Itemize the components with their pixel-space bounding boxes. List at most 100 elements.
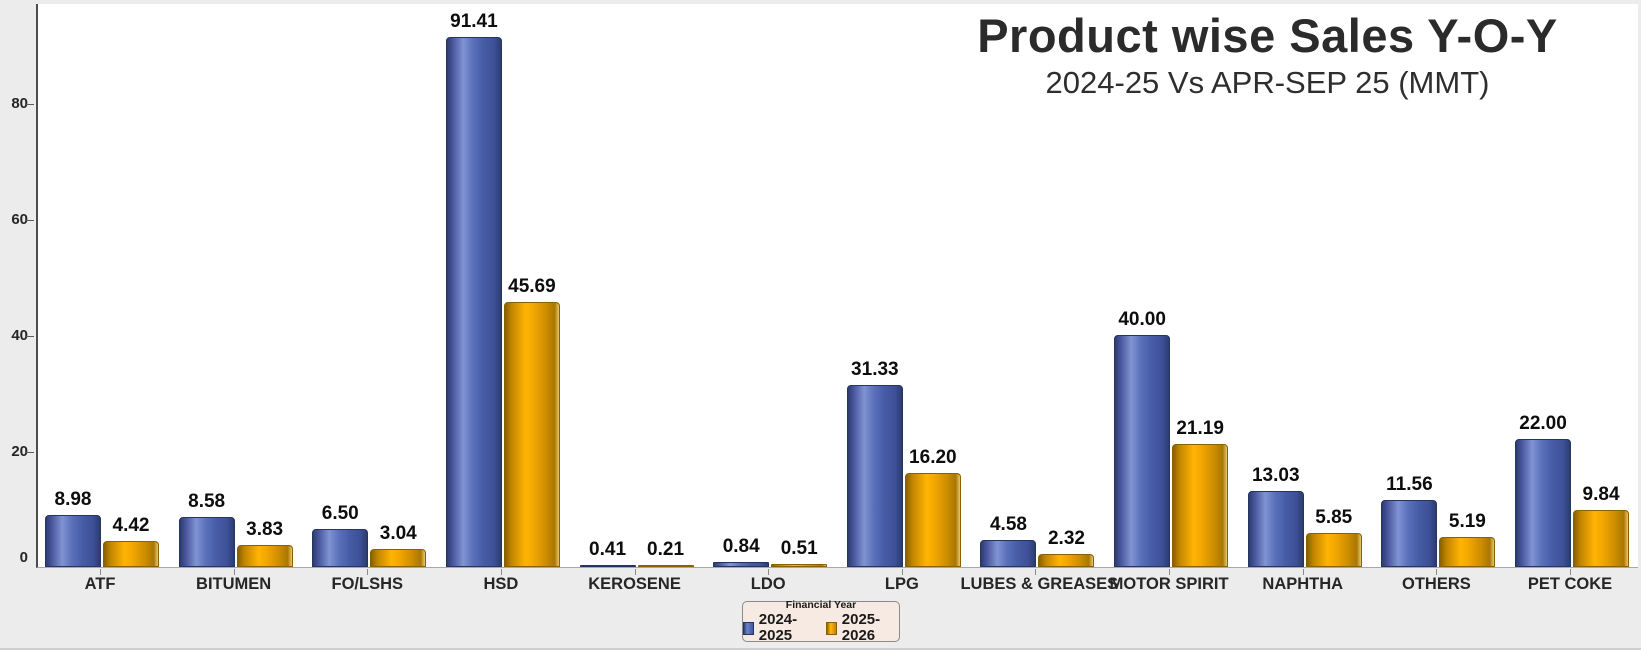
x-axis-label-atf: ATF	[84, 575, 116, 593]
value-label-2025-2026-fo-lshs: 3.04	[379, 523, 417, 545]
legend-swatch-gold-icon	[826, 621, 837, 635]
x-axis-label-motor-spirit: MOTOR SPIRIT	[1109, 575, 1229, 593]
bar-2025-2026-atf	[103, 541, 159, 567]
y-axis-label-20: 20	[11, 443, 28, 460]
bar-2025-2026-others	[1439, 536, 1496, 567]
bar-2025-2026-lpg	[904, 473, 961, 567]
x-axis-tick	[1436, 569, 1438, 575]
legend-entry-2024-2025: 2024-2025	[743, 612, 816, 644]
bar-2025-2026-kerosene	[637, 565, 694, 567]
x-axis-label-lubes-greases: LUBES & GREASES	[960, 575, 1119, 593]
value-label-2024-2025-naphtha: 13.03	[1251, 465, 1300, 487]
x-axis-label-bitumen: BITUMEN	[196, 575, 272, 593]
bar-2025-2026-motor-spirit	[1172, 444, 1229, 567]
bottom-divider	[0, 648, 1641, 650]
value-label-2024-2025-ldo: 0.84	[722, 536, 760, 558]
category-group-kerosene: 0.41 0.21	[579, 4, 695, 567]
bar-2024-2025-lubes-greases	[980, 540, 1037, 567]
x-axis-label-lpg: LPG	[884, 575, 919, 593]
value-label-2025-2026-lubes-greases: 2.32	[1047, 527, 1085, 549]
bar-2025-2026-hsd	[503, 302, 560, 567]
bar-2024-2025-hsd	[445, 36, 502, 567]
y-axis-tick	[26, 336, 34, 337]
value-label-2024-2025-others: 11.56	[1386, 473, 1433, 495]
category-group-pet-coke: 22.00 9.84	[1514, 4, 1630, 567]
bar-2025-2026-bitumen	[236, 544, 293, 567]
bar-2025-2026-ldo	[771, 564, 828, 567]
category-group-fo-lshs: 6.50 3.04	[311, 4, 427, 567]
category-group-naphtha: 13.03 5.85	[1247, 4, 1363, 567]
value-label-2025-2026-motor-spirit: 21.19	[1176, 418, 1224, 440]
bar-2024-2025-kerosene	[579, 564, 636, 567]
bar-2025-2026-fo-lshs	[370, 549, 427, 567]
value-label-2025-2026-hsd: 45.69	[508, 276, 556, 297]
y-axis-tick	[26, 220, 34, 221]
y-axis-label-0: 0	[19, 549, 28, 566]
bar-2025-2026-lubes-greases	[1038, 553, 1095, 567]
y-axis-tick	[26, 452, 34, 453]
category-group-motor-spirit: 40.00 21.19	[1113, 4, 1229, 567]
value-label-2024-2025-kerosene: 0.41	[589, 538, 627, 560]
x-axis-tick	[1570, 569, 1572, 575]
category-group-lpg: 31.33 16.20	[846, 4, 962, 567]
bar-2024-2025-pet-coke	[1515, 439, 1572, 567]
x-axis-tick	[1169, 569, 1171, 575]
bar-2024-2025-atf	[45, 514, 101, 567]
x-axis-tick	[634, 569, 636, 575]
y-axis-label-40: 40	[11, 327, 28, 344]
bar-2024-2025-ldo	[713, 562, 770, 567]
bar-2025-2026-pet-coke	[1573, 509, 1630, 567]
y-axis-tick	[26, 104, 34, 105]
legend-row: 2024-2025 2025-2026	[743, 612, 899, 644]
value-label-2025-2026-pet-coke: 9.84	[1582, 483, 1620, 505]
x-axis-tick	[367, 569, 369, 575]
value-label-2025-2026-atf: 4.42	[112, 515, 150, 537]
value-label-2025-2026-others: 5.19	[1448, 510, 1486, 532]
bar-2024-2025-fo-lshs	[312, 529, 369, 567]
x-axis-tick	[500, 569, 502, 575]
category-group-ldo: 0.84 0.51	[712, 4, 828, 567]
legend: Financial Year 2024-2025 2025-2026	[742, 599, 900, 644]
value-label-2025-2026-bitumen: 3.83	[246, 518, 284, 540]
category-group-hsd: 91.41 45.69	[445, 4, 561, 567]
x-axis-label-others: OTHERS	[1402, 575, 1471, 593]
value-label-2024-2025-fo-lshs: 6.50	[321, 503, 359, 525]
value-label-2025-2026-naphtha: 5.85	[1315, 507, 1353, 529]
category-group-atf: 8.98 4.42	[44, 4, 160, 567]
value-label-2024-2025-hsd: 91.41	[450, 10, 498, 32]
legend-entry-2025-2026: 2025-2026	[826, 612, 899, 644]
value-label-2024-2025-pet-coke: 22.00	[1519, 413, 1567, 435]
y-axis-label-60: 60	[11, 211, 28, 228]
legend-swatch-blue-icon	[743, 621, 754, 635]
bar-2024-2025-others	[1381, 499, 1438, 567]
chart-title: Product wise Sales Y-O-Y	[977, 9, 1558, 62]
legend-label-2025-2026: 2025-2026	[841, 611, 881, 644]
value-label-2024-2025-lubes-greases: 4.58	[989, 514, 1027, 536]
legend-title: Financial Year	[785, 599, 857, 611]
x-axis-label-naphtha: NAPHTHA	[1262, 575, 1344, 593]
bar-2024-2025-bitumen	[178, 517, 235, 567]
x-axis-tick	[100, 569, 101, 575]
value-label-2024-2025-bitumen: 8.58	[188, 491, 226, 513]
bar-2024-2025-lpg	[846, 385, 903, 567]
x-axis-tick	[901, 569, 903, 575]
x-axis-tick	[768, 569, 770, 575]
bar-2025-2026-naphtha	[1305, 533, 1362, 567]
category-group-lubes-greases: 4.58 2.32	[979, 4, 1095, 567]
x-axis-tick	[1035, 569, 1037, 575]
x-axis-label-pet-coke: PET COKE	[1527, 575, 1613, 593]
value-label-2024-2025-lpg: 31.33	[851, 359, 899, 381]
chart-subtitle: 2024-25 Vs APR-SEP 25 (MMT)	[1045, 65, 1490, 100]
value-label-2024-2025-motor-spirit: 40.00	[1118, 309, 1166, 330]
value-label-2025-2026-lpg: 16.20	[909, 447, 957, 469]
y-axis-label-80: 80	[11, 95, 28, 112]
bar-2024-2025-motor-spirit	[1114, 335, 1171, 567]
category-group-others: 11.56 5.19	[1380, 4, 1496, 567]
x-axis-label-ldo: LDO	[750, 575, 786, 593]
x-axis-label-fo-lshs: FO/LSHS	[331, 575, 404, 593]
plot-area: 8.98 4.42 8.58 3.83 6.50 3.04 91.41 45.69 0.41 0.…	[36, 4, 1638, 568]
value-label-2025-2026-ldo: 0.51	[780, 538, 818, 560]
legend-label-2024-2025: 2024-2025	[758, 611, 798, 644]
x-axis-tick	[233, 569, 235, 575]
